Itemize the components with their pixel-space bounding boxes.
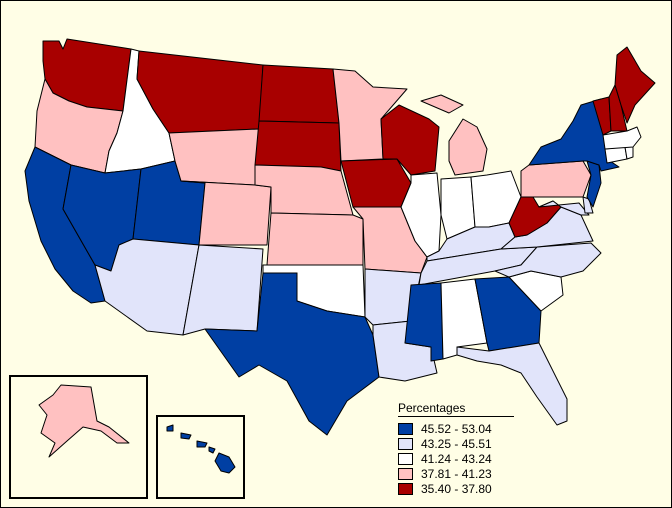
state-me [614, 46, 656, 124]
legend-label: 37.81 - 41.23 [421, 466, 492, 481]
hawaii-inset-frame [156, 415, 245, 499]
state-nj [586, 160, 602, 208]
state-fl [456, 342, 568, 426]
state-nh [608, 84, 628, 132]
legend-swatch [398, 482, 413, 495]
state-sd [254, 120, 342, 172]
legend-swatch [398, 467, 413, 480]
state-ak [38, 384, 130, 458]
state-wi [380, 104, 440, 176]
state-md [538, 200, 590, 216]
legend-item: 35.40 - 37.80 [398, 481, 514, 496]
legend-item: 45.52 - 53.04 [398, 421, 514, 436]
legend-label: 45.52 - 53.04 [421, 421, 492, 436]
state-ri [624, 146, 634, 160]
legend-label: 41.24 - 43.24 [421, 451, 492, 466]
legend-label: 35.40 - 37.80 [421, 481, 492, 496]
legend-title: Percentages [398, 401, 514, 417]
legend-label: 43.25 - 45.51 [421, 436, 492, 451]
state-hi [166, 424, 236, 474]
state-mi [420, 94, 488, 176]
legend-swatch [398, 422, 413, 435]
state-de [582, 196, 594, 214]
state-ct [604, 146, 628, 164]
state-pa [520, 160, 592, 198]
state-tx [204, 272, 380, 436]
legend-item: 41.24 - 43.24 [398, 451, 514, 466]
alaska-inset-frame [9, 375, 148, 499]
legend-item: 43.25 - 45.51 [398, 436, 514, 451]
legend-swatch [398, 437, 413, 450]
state-nc [494, 242, 602, 278]
state-wy [168, 128, 260, 186]
state-ia [340, 158, 412, 208]
legend-item: 37.81 - 41.23 [398, 466, 514, 481]
legend-swatch [398, 452, 413, 465]
state-nd [258, 64, 340, 124]
state-ks [266, 212, 364, 266]
map-legend: Percentages 45.52 - 53.04 43.25 - 45.51 … [398, 401, 514, 496]
